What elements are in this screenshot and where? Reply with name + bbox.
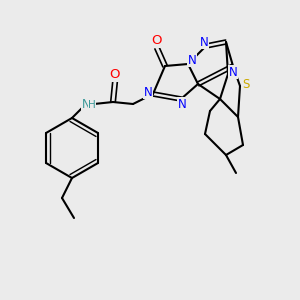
Text: O: O bbox=[110, 68, 120, 82]
Text: N: N bbox=[178, 98, 186, 110]
Text: N: N bbox=[188, 53, 196, 67]
Text: H: H bbox=[88, 100, 96, 110]
Text: O: O bbox=[152, 34, 162, 47]
Text: N: N bbox=[144, 85, 152, 98]
Text: N: N bbox=[229, 65, 237, 79]
Text: N: N bbox=[200, 35, 208, 49]
Text: S: S bbox=[242, 77, 250, 91]
Text: N: N bbox=[82, 98, 90, 110]
